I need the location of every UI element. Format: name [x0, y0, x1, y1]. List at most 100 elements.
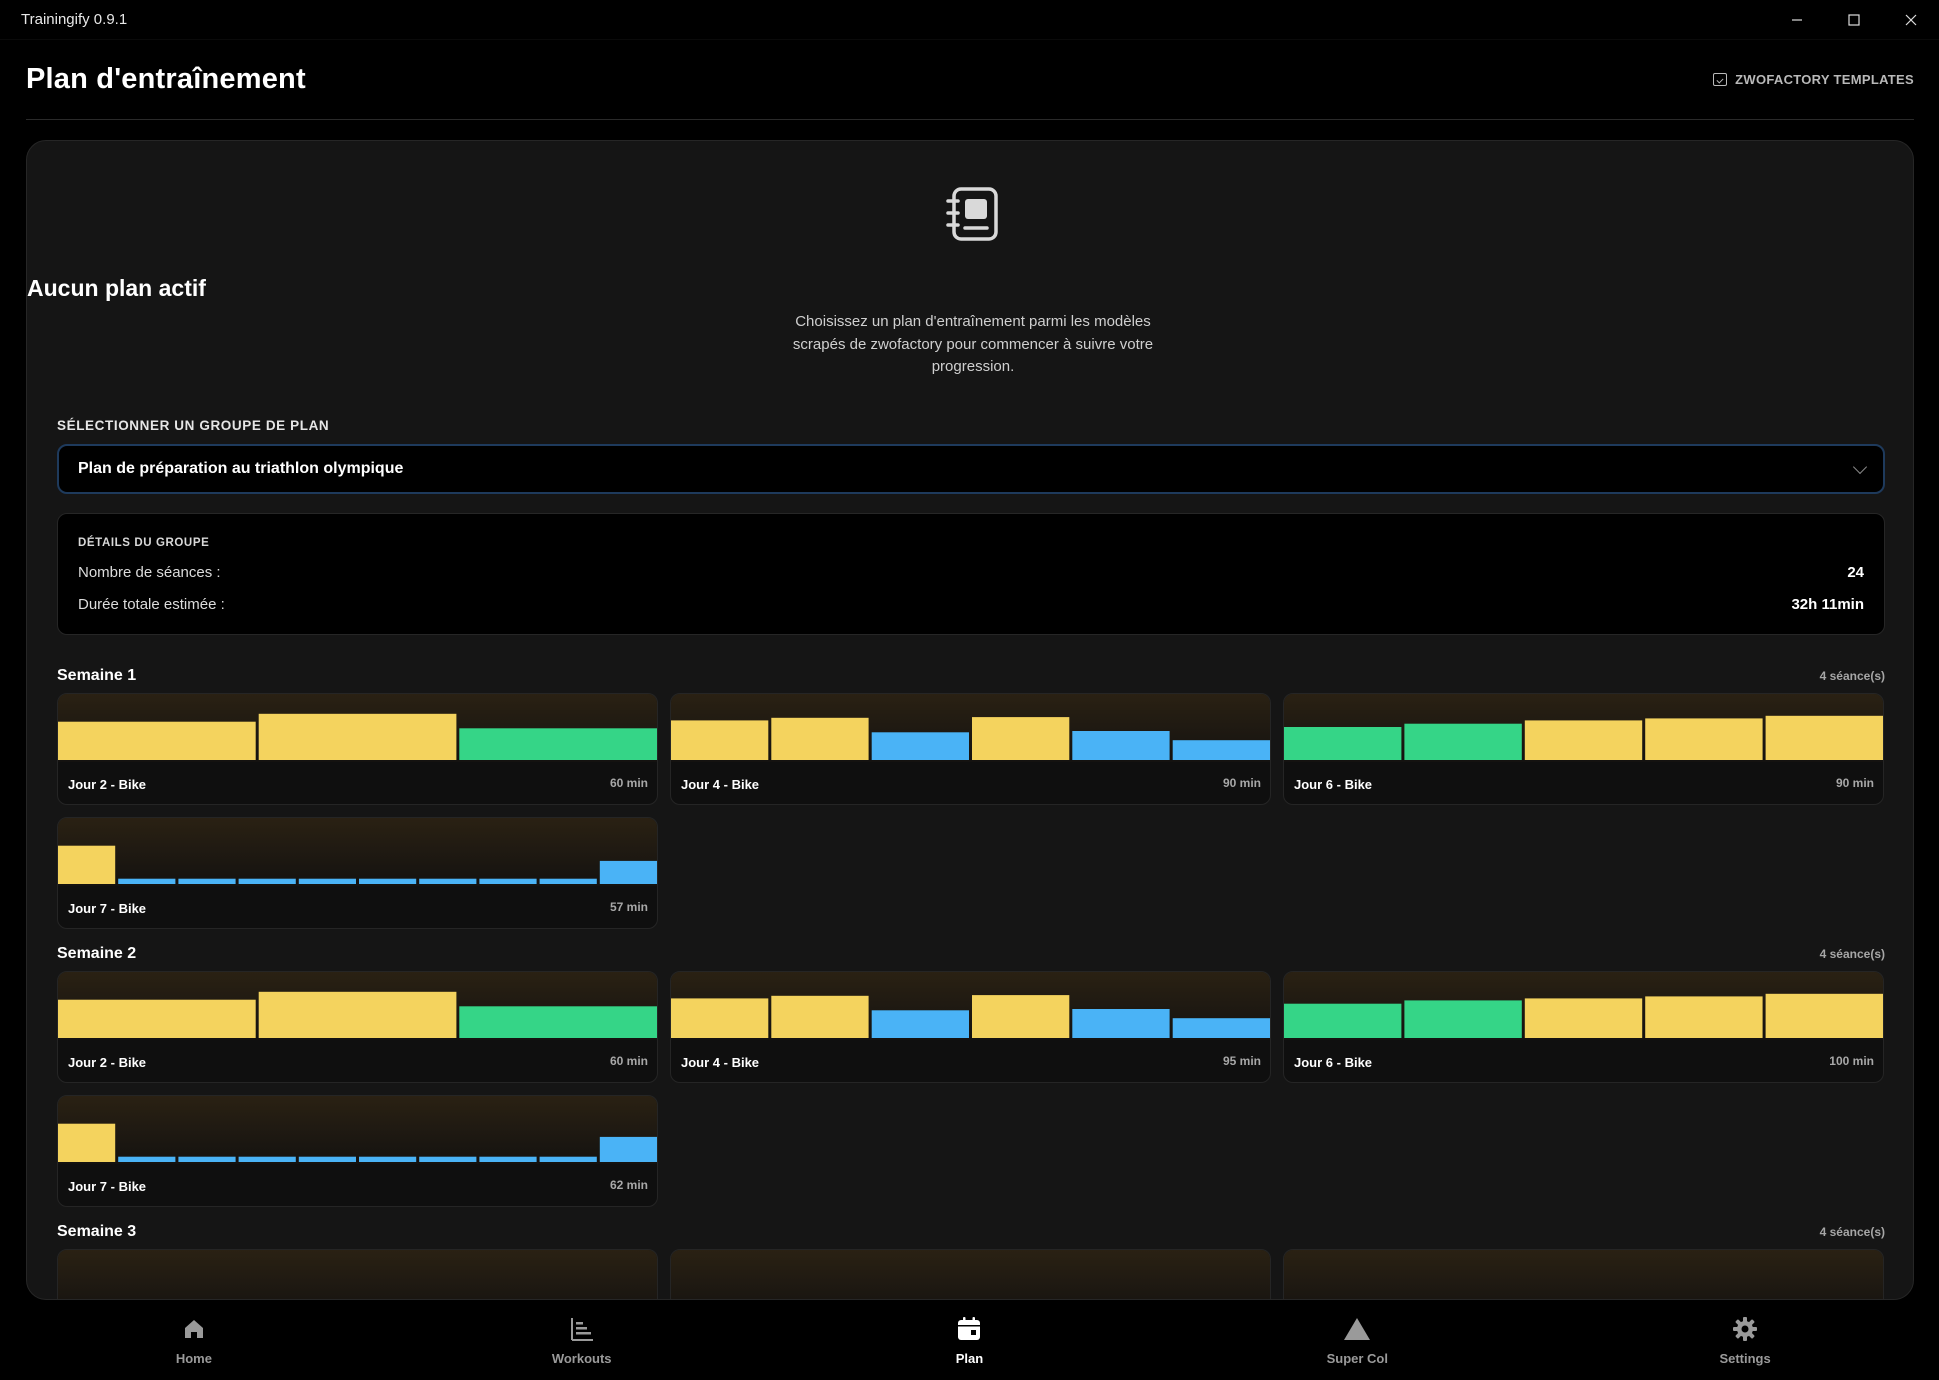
interval-block [479, 878, 537, 884]
interval-block [1645, 996, 1763, 1038]
interval-block [258, 991, 457, 1038]
nav-workouts[interactable]: Workouts [388, 1300, 776, 1380]
week-title: Semaine 2 [57, 945, 137, 962]
session-card[interactable] [57, 1249, 658, 1299]
notebook-icon [946, 187, 998, 241]
session-card[interactable]: Jour 2 - Bike 60 min [57, 693, 658, 805]
nav-workouts-label: Workouts [551, 1350, 612, 1366]
interval-block [1284, 727, 1402, 760]
session-name: Jour 6 - Bike [1294, 1055, 1373, 1070]
zwofactory-templates-link[interactable]: ZWOFACTORY TEMPLATES [1713, 72, 1914, 87]
session-card[interactable]: Jour 2 - Bike 60 min [57, 971, 658, 1083]
interval-block [539, 1156, 597, 1162]
session-card[interactable]: Jour 4 - Bike 95 min [670, 971, 1271, 1083]
session-card[interactable]: Jour 7 - Bike 57 min [57, 817, 658, 929]
interval-block [972, 717, 1070, 760]
interval-block [771, 717, 869, 760]
interval-block [671, 998, 769, 1038]
calendar-icon [955, 1315, 983, 1343]
session-duration: 90 min [1835, 776, 1874, 790]
interval-block [359, 878, 417, 884]
interval-block [599, 860, 657, 884]
nav-super-col-label: Super Col [1326, 1350, 1388, 1366]
workout-profile-chart [1284, 972, 1883, 1040]
week-session-count: 4 séance(s) [1819, 669, 1885, 683]
minimize-button[interactable] [1768, 0, 1825, 40]
interval-block [1524, 998, 1643, 1038]
interval-block [419, 878, 477, 884]
nav-super-col[interactable]: Super Col [1163, 1300, 1551, 1380]
week-header: Semaine 3 4 séance(s) [57, 1217, 1885, 1247]
session-card[interactable]: Jour 4 - Bike 90 min [670, 693, 1271, 805]
interval-block [539, 878, 597, 884]
page-header: Plan d'entraînement ZWOFACTORY TEMPLATES [26, 40, 1914, 120]
session-name: Jour 7 - Bike [68, 901, 147, 916]
interval-block [972, 995, 1070, 1038]
interval-block [298, 1156, 356, 1162]
session-duration: 62 min [609, 1178, 648, 1192]
plan-group-select[interactable]: Plan de préparation au triathlon olympiq… [57, 444, 1885, 494]
title-bar: Trainingify 0.9.1 [0, 0, 1939, 40]
interval-block [1404, 1000, 1522, 1038]
nav-settings-label: Settings [1719, 1350, 1771, 1366]
session-name: Jour 4 - Bike [681, 1055, 760, 1070]
empty-state-description: Choisissez un plan d'entraînement parmi … [792, 313, 1154, 375]
interval-block [238, 878, 296, 884]
close-button[interactable] [1882, 0, 1939, 40]
workout-profile-chart [671, 694, 1270, 762]
interval-block [479, 1156, 537, 1162]
workout-profile-chart [1284, 1250, 1883, 1299]
interval-block [419, 1156, 477, 1162]
interval-block [671, 720, 769, 760]
session-card[interactable]: Jour 7 - Bike 62 min [57, 1095, 658, 1207]
interval-block [1172, 1018, 1270, 1038]
total-duration-value: 32h 11min [1791, 596, 1864, 613]
total-duration-row: Durée totale estimée : 32h 11min [78, 596, 1864, 613]
minimize-icon [1791, 19, 1802, 21]
interval-block [771, 995, 869, 1038]
session-name: Jour 2 - Bike [68, 1055, 147, 1070]
week-title: Semaine 3 [57, 1223, 137, 1240]
home-icon [180, 1315, 208, 1343]
interval-block [1072, 731, 1170, 760]
interval-block [238, 1156, 296, 1162]
group-select-label: SÉLECTIONNER UN GROUPE DE PLAN [57, 418, 330, 433]
nav-home[interactable]: Home [0, 1300, 388, 1380]
session-duration: 57 min [609, 900, 648, 914]
interval-block [178, 1156, 236, 1162]
workout-profile-chart [1284, 694, 1883, 762]
interval-block [1284, 1003, 1402, 1038]
interval-block [871, 1010, 969, 1038]
week-sessions-grid: Jour 2 - Bike 60 min Jour 4 - Bike 95 min Jo… [57, 971, 1885, 1207]
session-name: Jour 4 - Bike [681, 777, 760, 792]
maximize-button[interactable] [1825, 0, 1882, 40]
interval-block [1765, 715, 1883, 760]
interval-block [359, 1156, 417, 1162]
session-duration: 90 min [1222, 776, 1261, 790]
interval-block [58, 845, 116, 884]
plan-group-select-value: Plan de préparation au triathlon olympiq… [78, 460, 404, 477]
close-icon [1905, 14, 1916, 26]
session-duration: 60 min [609, 1054, 648, 1068]
nav-plan[interactable]: Plan [776, 1300, 1164, 1380]
session-card[interactable]: Jour 6 - Bike 100 min [1283, 971, 1884, 1083]
interval-block [599, 1136, 657, 1162]
interval-block [1172, 740, 1270, 760]
workout-profile-chart [58, 694, 657, 762]
interval-block [118, 1156, 176, 1162]
workout-profile-chart [58, 1250, 657, 1299]
nav-settings[interactable]: Settings [1551, 1300, 1939, 1380]
calendar-check-icon [1713, 73, 1728, 86]
session-name: Jour 7 - Bike [68, 1179, 147, 1194]
session-card[interactable] [1283, 1249, 1884, 1299]
interval-block [871, 732, 969, 760]
interval-block [118, 878, 176, 884]
interval-block [459, 1006, 657, 1038]
session-name: Jour 6 - Bike [1294, 777, 1373, 792]
session-card[interactable]: Jour 6 - Bike 90 min [1283, 693, 1884, 805]
week-sessions-grid [57, 1249, 1885, 1299]
interval-block [58, 1123, 116, 1162]
bottom-nav: Home Workouts Plan Super Col [0, 1300, 1939, 1380]
session-card[interactable] [670, 1249, 1271, 1299]
session-name: Jour 2 - Bike [68, 777, 147, 792]
